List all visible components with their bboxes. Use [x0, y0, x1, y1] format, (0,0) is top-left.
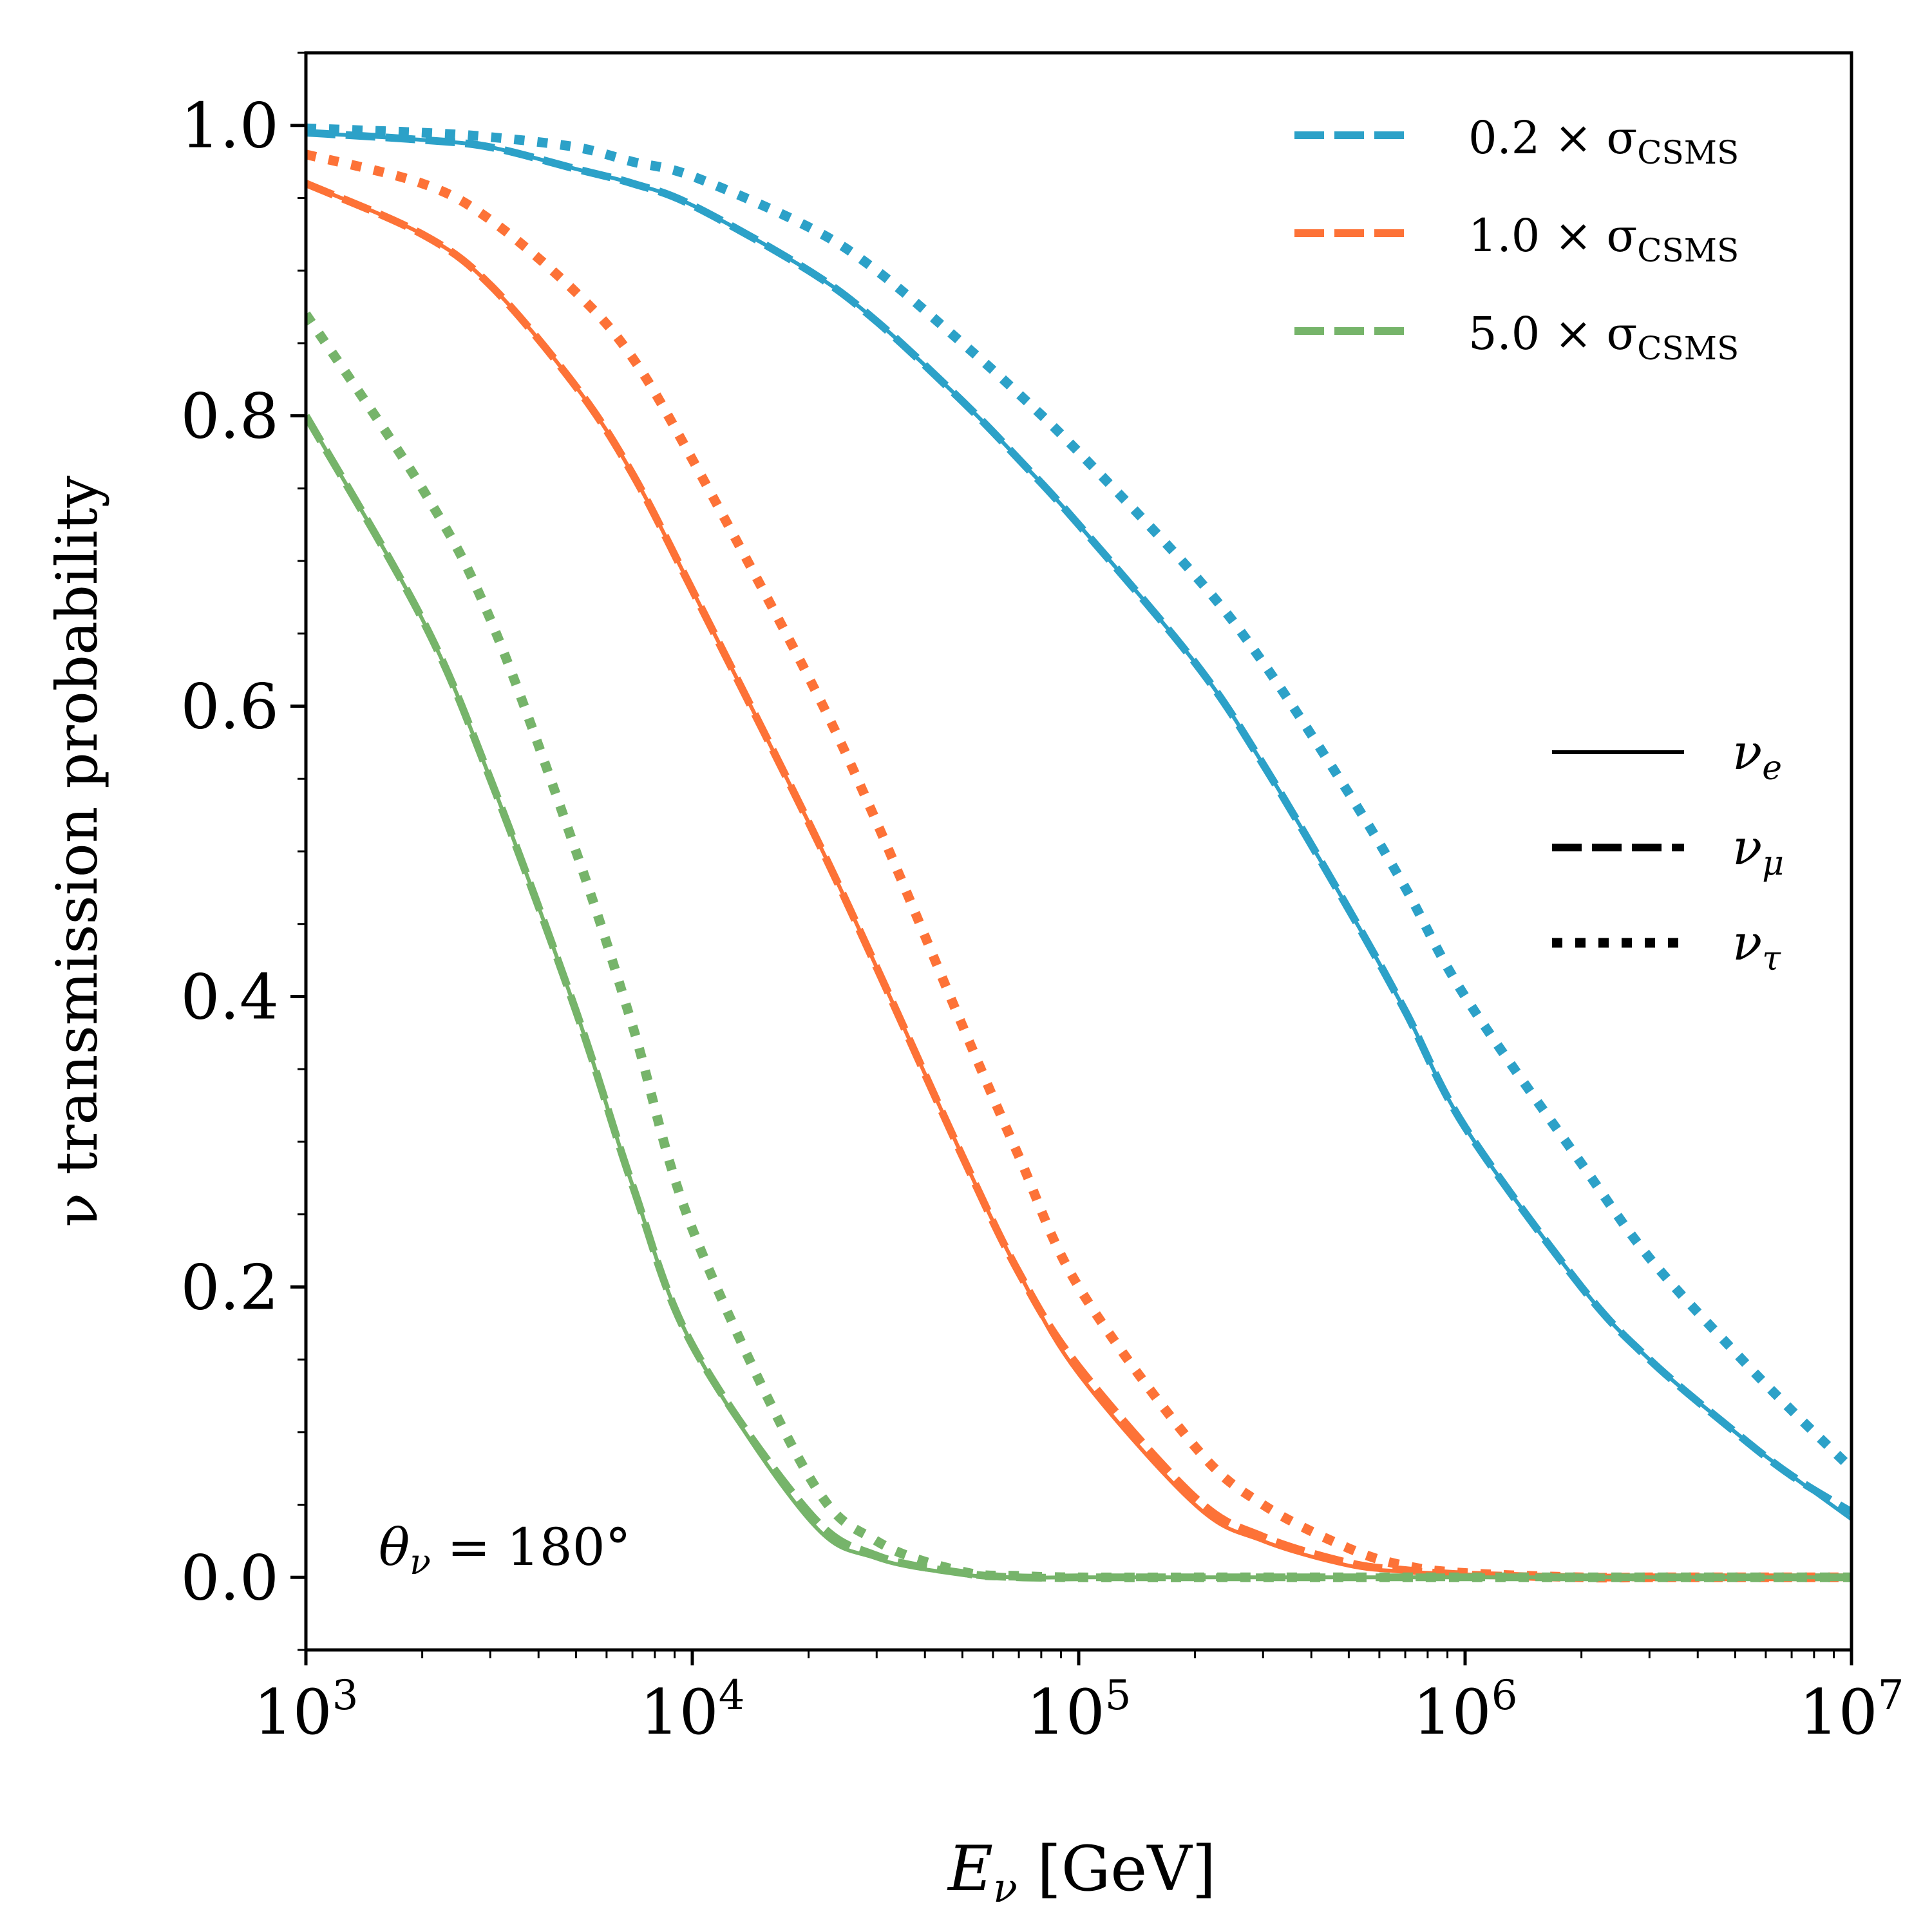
series-line-8 [306, 311, 1852, 1582]
legend-cross-section: 0.2 × σCSMS 1.0 × σCSMS 5.0 × σCSMS [1294, 111, 1739, 367]
x-axis-label-unit: [GeV] [1018, 1833, 1216, 1905]
legend-cs-label-0: 0.2 × σCSMS [1468, 111, 1739, 171]
legend-cs-label-2: 5.0 × σCSMS [1468, 307, 1739, 367]
x-axis-label-sub: ν [993, 1864, 1018, 1911]
legend-flavor-label-2: ντ [1732, 914, 1781, 978]
y-tick-label-2: 0.4 [180, 961, 279, 1033]
series-line-4 [306, 180, 1852, 1582]
series-line-7 [306, 413, 1852, 1582]
legend-cs-label-1: 1.0 × σCSMS [1468, 209, 1739, 269]
series-line-1 [306, 129, 1852, 1515]
x-tick-label-1: 104 [640, 1672, 745, 1748]
angle-annotation: θν = 180° [379, 1517, 631, 1582]
y-axis-label: ν transmission probability [44, 475, 110, 1227]
y-tick-label-3: 0.6 [180, 671, 279, 743]
y-tick-label-4: 0.8 [180, 381, 279, 453]
y-tick-label-1: 0.2 [180, 1251, 279, 1323]
ticks-layer: 103 104 105 106 107 0.0 0.2 0.4 0.6 0.8 1.0 [180, 52, 1904, 1748]
x-tick-label-3: 106 [1413, 1672, 1518, 1748]
legend-flavor-label-0: νe [1732, 723, 1782, 788]
series-layer [306, 123, 1852, 1583]
x-tick-label-0: 103 [254, 1672, 359, 1748]
x-axis-label: Eν [GeV] [947, 1833, 1216, 1911]
legend-flavor-label-1: νμ [1732, 819, 1784, 883]
y-tick-label-0: 0.0 [180, 1542, 279, 1614]
x-axis-label-main: E [947, 1833, 993, 1905]
x-tick-label-2: 105 [1027, 1672, 1132, 1748]
angle-annotation-symbol: θ [379, 1517, 410, 1577]
angle-annotation-text: = 180° [431, 1517, 631, 1577]
x-tick-label-4: 107 [1799, 1672, 1904, 1748]
series-line-6 [306, 415, 1852, 1580]
angle-annotation-sub: ν [410, 1542, 431, 1582]
y-tick-label-5: 1.0 [180, 90, 279, 162]
legend-flavor: νe νμ ντ [1552, 723, 1784, 978]
